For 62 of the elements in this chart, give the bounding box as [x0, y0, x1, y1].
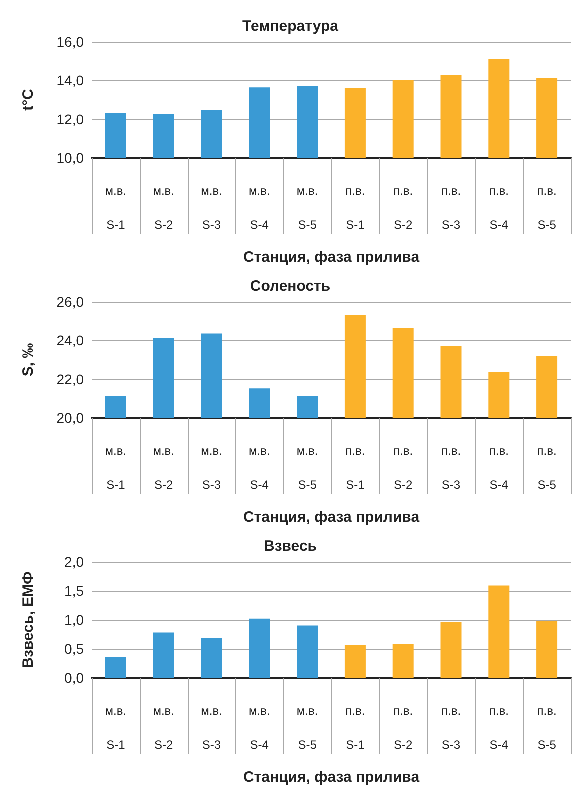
category-label: м.в. S-4	[249, 444, 270, 492]
bar	[488, 586, 510, 678]
y-tick-label: 0,0	[64, 670, 84, 686]
bar	[201, 638, 222, 678]
category-label: м.в. S-1	[105, 184, 127, 232]
y-tick-label: 26,0	[56, 294, 84, 310]
category-label: м.в. S-3	[201, 184, 222, 232]
category-label: п.в. S-2	[394, 184, 414, 232]
category-label: п.в. S-4	[489, 444, 509, 492]
bar	[153, 632, 174, 678]
category-label: п.в. S-4	[489, 704, 509, 752]
category-label: м.в. S-3	[201, 444, 222, 492]
category-label: п.в. S-1	[346, 704, 366, 752]
y-tick-label: 16,0	[56, 34, 84, 50]
y-tick-label: 1,5	[64, 583, 84, 599]
category-label: м.в. S-4	[249, 704, 270, 752]
y-tick-label: 14,0	[56, 72, 84, 89]
category-label: м.в. S-5	[296, 704, 318, 752]
category-label: п.в. S-4	[489, 184, 509, 232]
category-label: п.в. S-5	[537, 704, 557, 752]
y-tick-label: 0,5	[64, 641, 84, 657]
y-axis-title: t°C	[20, 88, 37, 111]
category-label: п.в. S-2	[394, 704, 414, 752]
x-axis-title: Станция, фаза прилива	[243, 249, 420, 266]
category-label: м.в. S-1	[105, 444, 127, 492]
bar	[536, 621, 558, 678]
category-label: п.в. S-3	[441, 444, 462, 492]
category-label: м.в. S-2	[153, 184, 174, 232]
bar	[344, 646, 366, 678]
y-tick-label: 1,0	[64, 612, 84, 628]
chart-title: Температура	[242, 18, 340, 35]
chart-title: Взвесь	[264, 538, 318, 555]
category-label: м.в. S-2	[153, 704, 174, 752]
chart-title: Соленость	[250, 278, 331, 295]
bar	[440, 622, 462, 678]
bar	[297, 626, 318, 678]
y-axis-title: S, ‰	[20, 343, 37, 377]
category-label: м.в. S-2	[153, 444, 174, 492]
y-tick-label: 10,0	[56, 150, 84, 166]
category-label: м.в. S-5	[296, 184, 318, 232]
y-tick-label: 20,0	[56, 410, 84, 426]
y-tick-label: 24,0	[56, 332, 84, 349]
category-label: п.в. S-1	[346, 184, 366, 232]
x-axis-title: Станция, фаза прилива	[243, 769, 420, 786]
category-label: п.в. S-3	[441, 704, 462, 752]
category-label: м.в. S-1	[105, 704, 127, 752]
bar	[249, 618, 270, 678]
y-axis-title: Взвесь, ЕМФ	[20, 571, 37, 668]
y-tick-label: 22,0	[56, 371, 84, 388]
bar	[105, 657, 126, 678]
category-label: п.в. S-3	[441, 184, 462, 232]
category-label: м.в. S-3	[201, 704, 222, 752]
category-label: м.в. S-5	[296, 444, 318, 492]
y-tick-label: 12,0	[56, 111, 84, 128]
category-label: м.в. S-4	[249, 184, 270, 232]
category-label: п.в. S-2	[394, 444, 414, 492]
x-axis-title: Станция, фаза прилива	[243, 509, 420, 526]
category-label: п.в. S-5	[537, 184, 557, 232]
bar	[392, 644, 414, 678]
category-label: п.в. S-1	[346, 444, 366, 492]
category-label: п.в. S-5	[537, 444, 557, 492]
y-tick-label: 2,0	[64, 554, 84, 570]
